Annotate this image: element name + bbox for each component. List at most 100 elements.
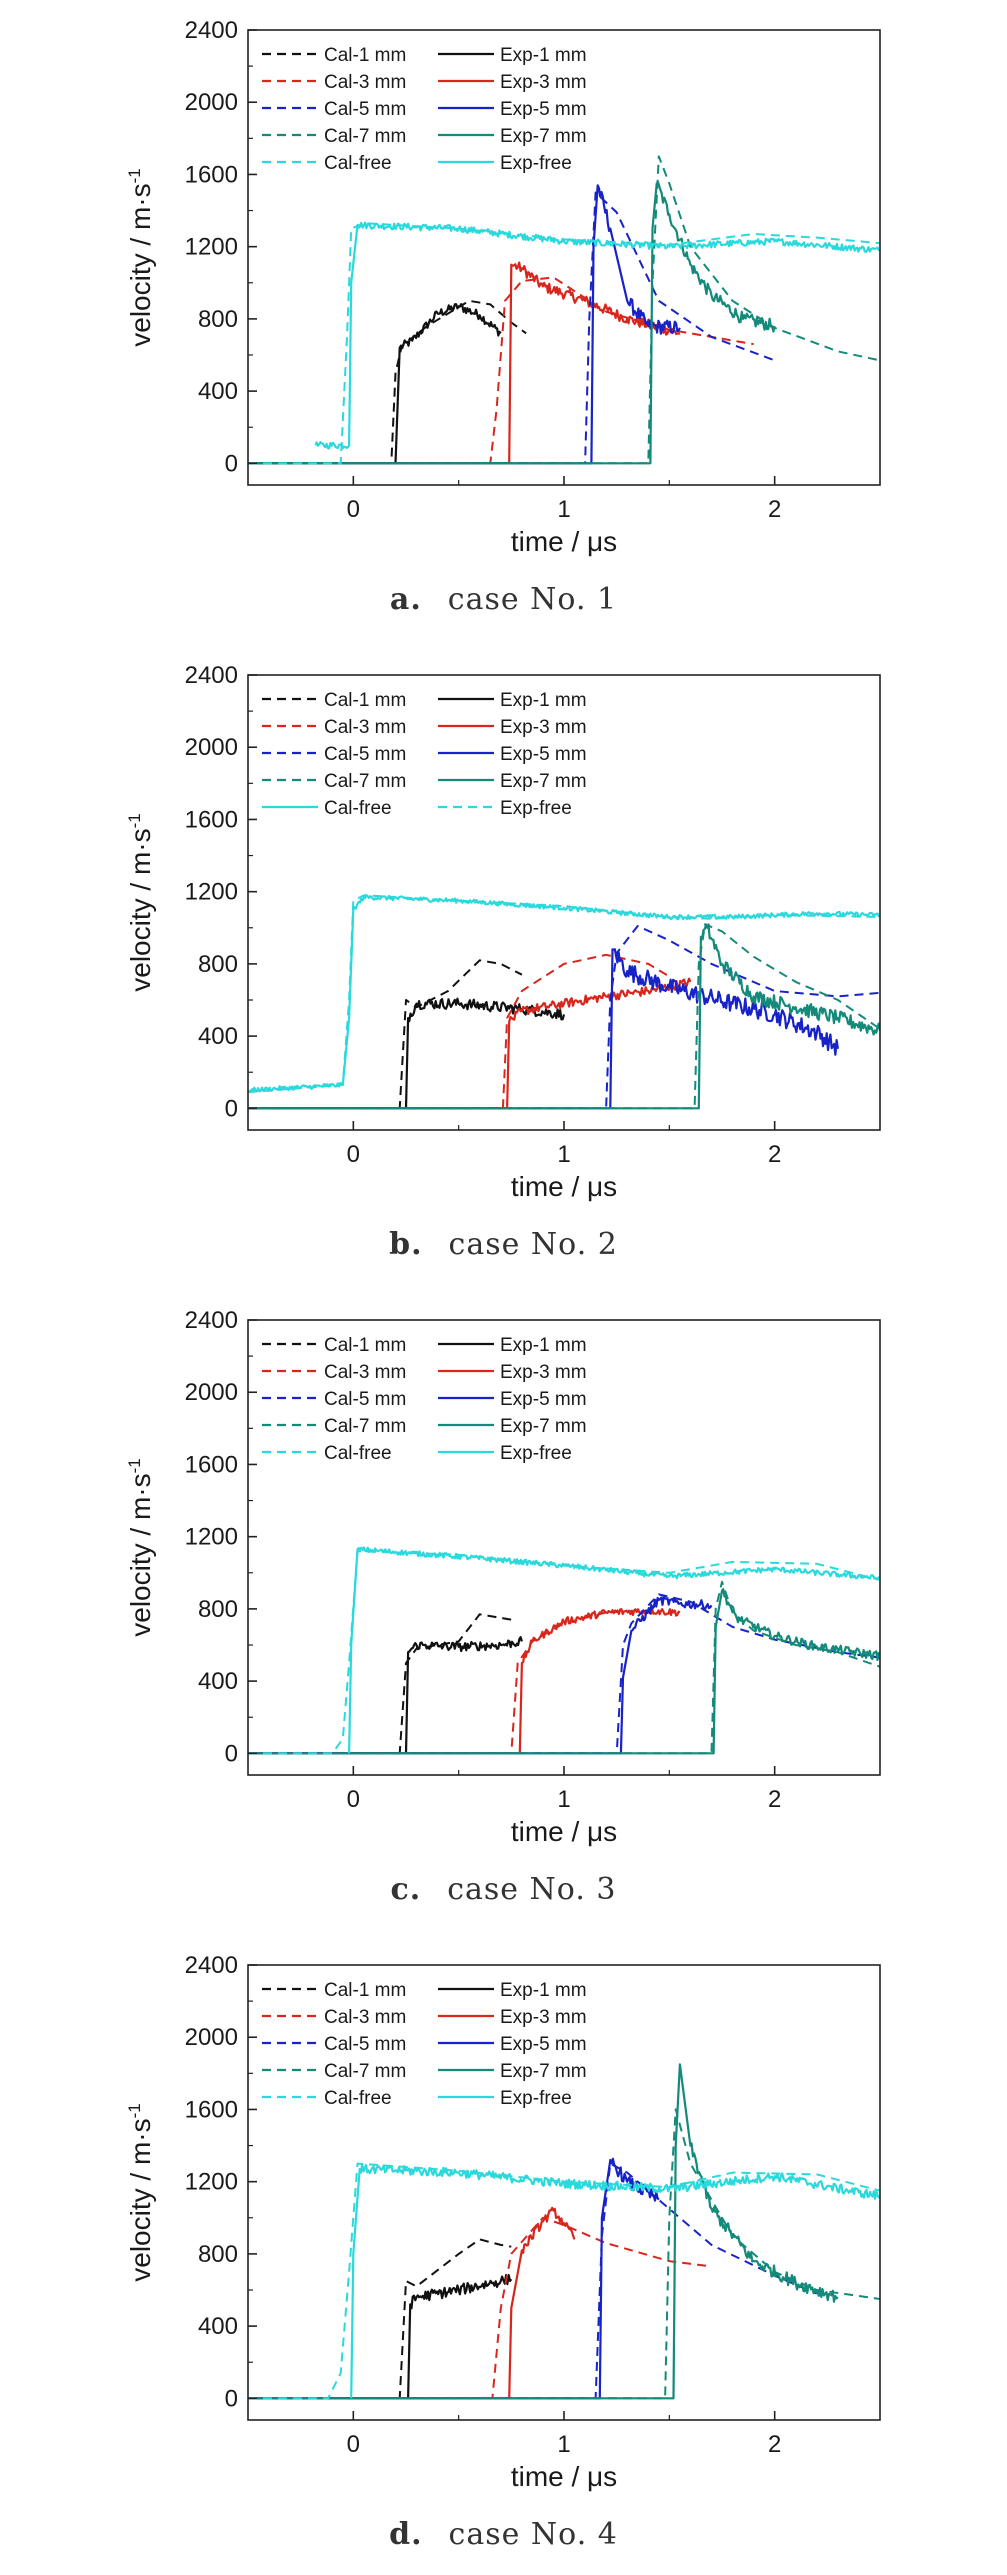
- legend-label: Exp-3 mm: [500, 1362, 587, 1383]
- series-group: [248, 155, 880, 465]
- series-line: [248, 2216, 712, 2400]
- legend-label: Exp-7 mm: [500, 1416, 587, 1437]
- legend-label: Exp-3 mm: [500, 717, 587, 738]
- series-line: [248, 1588, 880, 1755]
- y-tick-label: 2400: [185, 1952, 238, 1979]
- legend-label: Exp-free: [500, 2088, 572, 2109]
- y-axis-label: velocity / m·s-1: [125, 168, 156, 346]
- chart-svg: 0 400 800 1200 1600 2000 2400 0 1 2 time / μs veloc…: [125, 662, 881, 1202]
- series-line: [248, 1609, 649, 1755]
- legend-label: Cal-free: [324, 1443, 392, 1464]
- legend-label: Cal-1 mm: [324, 690, 406, 711]
- y-tick-label: 1200: [185, 1524, 238, 1551]
- series-line: [248, 923, 880, 1110]
- y-tick-label: 800: [198, 951, 238, 978]
- x-axis-label: time / μs: [511, 1171, 617, 1202]
- series-line: [248, 2162, 880, 2400]
- x-tick-label: 1: [557, 1786, 570, 1813]
- y-tick-label: 2400: [185, 662, 238, 689]
- series-line: [248, 2206, 576, 2400]
- y-tick-label: 0: [225, 2385, 238, 2412]
- series-group: [248, 2063, 880, 2400]
- legend-label: Cal-7 mm: [324, 126, 406, 147]
- series-line: [248, 299, 527, 465]
- y-tick-label: 2000: [185, 734, 238, 761]
- y-tick-label: 1600: [185, 1451, 238, 1478]
- chart-panel: 0 400 800 1200 1600 2000 2400 0 1 2 time / μs veloc…: [0, 1290, 1007, 1930]
- legend-label: Exp-5 mm: [500, 1389, 587, 1410]
- legend-label: Exp-free: [500, 798, 572, 819]
- x-tick-label: 1: [557, 1141, 570, 1168]
- y-axis-label: velocity / m·s-1: [125, 2103, 156, 2281]
- series-line: [248, 959, 523, 1110]
- y-tick-label: 0: [225, 450, 238, 477]
- legend-label: Cal-7 mm: [324, 2061, 406, 2082]
- series-line: [248, 2157, 660, 2400]
- legend-label: Cal-free: [324, 153, 392, 174]
- caption-letter: c.: [390, 1872, 422, 1907]
- chart-panel: 0 400 800 1200 1600 2000 2400 0 1 2 time / μs veloc…: [0, 0, 1007, 640]
- legend-label: Cal-1 mm: [324, 45, 406, 66]
- series-line: [248, 923, 880, 1110]
- series-line: [248, 180, 776, 465]
- x-tick-label: 1: [557, 496, 570, 523]
- series-line: [248, 894, 880, 1093]
- y-tick-label: 1200: [185, 2169, 238, 2196]
- y-tick-label: 400: [198, 1023, 238, 1050]
- series-group: [248, 894, 880, 1110]
- series-line: [248, 2238, 512, 2400]
- chart-svg: 0 400 800 1200 1600 2000 2400 0 1 2 time / μs veloc…: [125, 1307, 881, 1847]
- series-line: [248, 222, 880, 465]
- legend-label: Exp-1 mm: [500, 45, 587, 66]
- y-tick-label: 400: [198, 1668, 238, 1695]
- y-tick-label: 2400: [185, 17, 238, 44]
- x-axis-label: time / μs: [511, 526, 617, 557]
- x-tick-label: 0: [347, 2431, 360, 2458]
- caption-text: case No. 2: [448, 1227, 618, 1262]
- x-tick-label: 2: [768, 1786, 781, 1813]
- legend-label: Exp-3 mm: [500, 72, 587, 93]
- panel-caption: a. case No. 1: [0, 582, 1007, 617]
- x-tick-label: 2: [768, 1141, 781, 1168]
- series-line: [248, 276, 754, 465]
- chart-svg: 0 400 800 1200 1600 2000 2400 0 1 2 time / μs veloc…: [125, 1952, 881, 2492]
- x-tick-label: 2: [768, 496, 781, 523]
- y-tick-label: 2000: [185, 1379, 238, 1406]
- legend-label: Exp-1 mm: [500, 1335, 587, 1356]
- y-tick-label: 400: [198, 2313, 238, 2340]
- series-line: [248, 2162, 818, 2400]
- series-line: [248, 191, 776, 465]
- legend-label: Exp-3 mm: [500, 2007, 587, 2028]
- legend-label: Exp-5 mm: [500, 2034, 587, 2055]
- series-line: [248, 948, 839, 1110]
- caption-text: case No. 1: [447, 582, 618, 617]
- caption-text: case No. 4: [448, 2517, 618, 2552]
- series-line: [248, 977, 692, 1110]
- x-axis-label: time / μs: [511, 2461, 617, 2492]
- series-line: [248, 2063, 839, 2400]
- legend-label: Exp-1 mm: [500, 1980, 587, 2001]
- series-line: [248, 997, 566, 1110]
- legend-label: Exp-7 mm: [500, 126, 587, 147]
- legend-label: Cal-5 mm: [324, 744, 406, 765]
- series-group: [248, 1546, 880, 1755]
- legend-label: Exp-7 mm: [500, 2061, 587, 2082]
- y-tick-label: 1200: [185, 234, 238, 261]
- series-line: [248, 303, 502, 465]
- caption-letter: b.: [389, 1227, 423, 1262]
- legend-label: Exp-1 mm: [500, 690, 587, 711]
- series-line: [348, 1546, 880, 1754]
- series-line: [248, 894, 880, 1094]
- y-tick-label: 1600: [185, 2096, 238, 2123]
- series-line: [248, 1636, 523, 1755]
- series-line: [248, 261, 681, 465]
- y-tick-label: 0: [225, 1740, 238, 1767]
- legend-label: Cal-3 mm: [324, 2007, 406, 2028]
- chart-panel: 0 400 800 1200 1600 2000 2400 0 1 2 time / μs veloc…: [0, 1935, 1007, 2575]
- legend-label: Cal-free: [324, 798, 392, 819]
- legend-label: Cal-3 mm: [324, 717, 406, 738]
- legend-label: Cal-1 mm: [324, 1335, 406, 1356]
- legend-label: Cal-3 mm: [324, 1362, 406, 1383]
- legend-label: Cal-free: [324, 2088, 392, 2109]
